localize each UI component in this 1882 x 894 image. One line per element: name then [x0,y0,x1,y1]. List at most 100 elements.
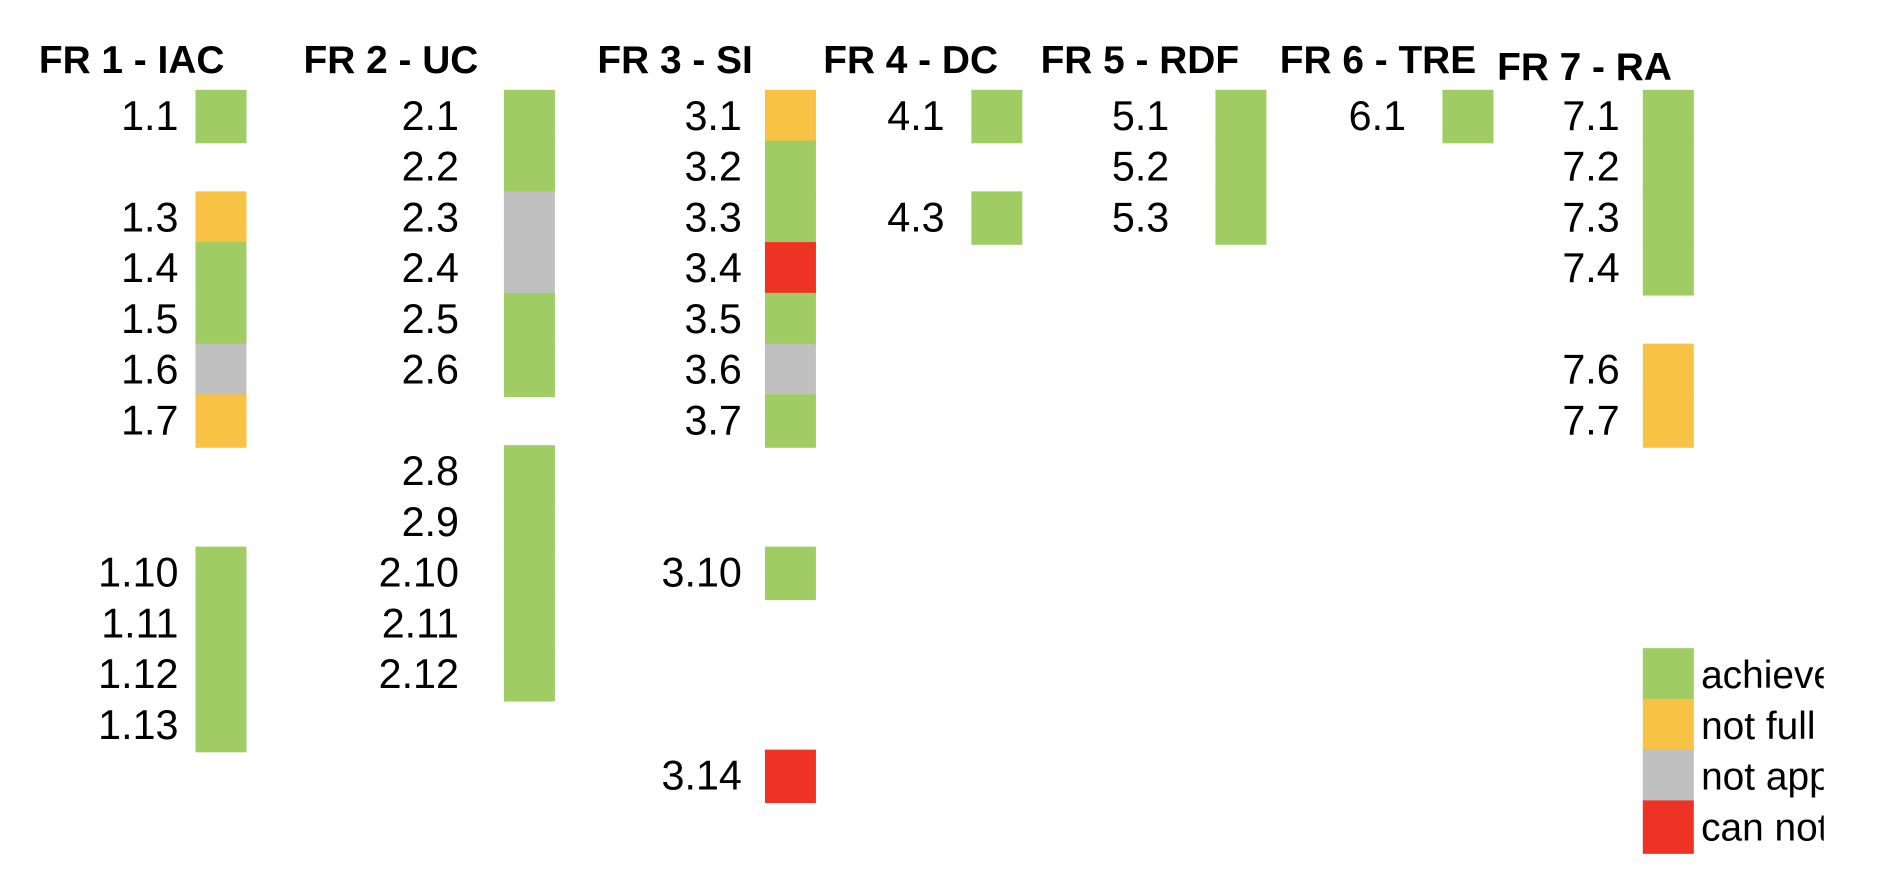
legend-label: not app [1701,756,1831,799]
legend-swatch [1642,698,1694,753]
requirement-label: 7.7 [1562,397,1619,443]
requirement-label: 7.3 [1562,194,1619,240]
requirement-label: 3.1 [684,93,741,139]
requirement-label: 2.4 [402,245,459,291]
requirement-label: 1.6 [121,347,178,393]
status-cell [195,394,247,448]
requirement-label: 2.8 [402,448,459,494]
requirement-label: 1.1 [121,93,178,139]
requirement-label: 1.12 [98,651,178,697]
requirement-label: 7.2 [1562,144,1619,190]
status-cell [195,242,247,296]
status-cell [503,445,555,499]
requirement-label: 5.3 [1112,194,1169,240]
group-header: FR 6 - TRE [1280,39,1476,82]
status-cell [971,89,1023,144]
status-cell [195,597,247,651]
status-cell [1215,191,1267,245]
status-cell [503,546,555,601]
legend-swatch [1642,749,1694,804]
status-cell [1642,343,1694,398]
status-cell [764,191,816,245]
status-cell [503,495,555,550]
status-cell [764,89,816,144]
requirement-label: 1.4 [121,245,178,291]
status-cell [764,749,816,804]
chart-body: FR 1 - IAC 1.1 1.3 1.4 1.5 1.61.7 1.101.11 1.12… [39,39,1835,854]
status-cell [1642,140,1694,195]
status-cell [1215,140,1267,195]
requirement-label: 7.6 [1562,347,1619,393]
legend: achieve not full not app can not [1642,648,1835,854]
fr-group-2: FR 2 - UC2.12.22.32.42.52.62.82.92.102.1… [304,39,555,702]
status-cell [764,242,816,296]
requirement-label: 3.4 [684,245,741,291]
group-header: FR 1 - IAC [39,39,225,82]
status-cell [1215,89,1267,144]
requirement-label: 2.10 [379,550,459,596]
requirement-label: 5.1 [1112,93,1169,139]
requirement-label: 7.1 [1562,93,1619,139]
requirement-label: 3.10 [662,550,742,596]
status-cell [503,191,555,245]
legend-swatch [1642,648,1694,702]
requirement-label: 3.5 [684,296,741,342]
requirement-label: 2.2 [402,144,459,190]
group-header: FR 2 - UC [304,39,479,82]
status-cell [1642,242,1694,296]
legend-label: can not [1701,806,1829,849]
group-header: FR 3 - SI [597,39,752,82]
status-cell [195,698,247,753]
requirement-label: 3.2 [684,144,741,190]
legend-label: not full [1701,705,1815,748]
requirement-label: 1.13 [98,702,178,748]
requirement-label: 2.1 [402,93,459,139]
status-cell [764,292,816,347]
requirement-label: 3.3 [684,194,741,240]
status-cell [195,89,247,144]
status-cell [1642,89,1694,144]
status-cell [195,191,247,245]
status-cell [195,648,247,702]
requirement-label: 3.7 [684,397,741,443]
status-cell [764,140,816,195]
status-cell [764,394,816,448]
status-cell [195,546,247,601]
requirement-label: 5.2 [1112,144,1169,190]
requirement-label: 1.5 [121,296,178,342]
status-cell [503,292,555,347]
fr-group-7: FR 7 - RA7.1 7.27.3 7.4 7.67.7 [1497,46,1694,448]
fr-group-1: FR 1 - IAC 1.1 1.3 1.4 1.5 1.61.7 1.101.11 1.12… [39,39,247,753]
fr-group-6: FR 6 - TRE 6.1 [1280,39,1494,144]
fr-group-3: FR 3 - SI 3.1 3.23.3 3.4 3.5 3.63.7 3.10 3.14 [597,39,816,804]
group-header: FR 4 - DC [823,39,998,82]
requirement-label: 3.6 [684,347,741,393]
status-cell [503,242,555,296]
legend-swatch [1642,800,1694,854]
status-cell [195,343,247,398]
status-cell [195,292,247,347]
requirement-label: 2.3 [402,194,459,240]
requirement-label: 7.4 [1562,245,1619,291]
requirement-label: 6.1 [1349,93,1406,139]
requirement-label: 2.6 [402,347,459,393]
group-header: FR 7 - RA [1497,46,1672,89]
requirement-label: 1.7 [121,397,178,443]
fr-group-4: FR 4 - DC 4.1 4.3 [823,39,1023,245]
fr-group-5: FR 5 - RDF 5.1 5.25.3 [1041,39,1267,245]
requirement-label: 2.12 [379,651,459,697]
requirement-label: 4.3 [887,194,944,240]
status-cell [503,343,555,398]
legend-label: achieve [1701,654,1835,697]
status-cell [764,546,816,601]
status-cell [971,191,1023,245]
status-cell [503,597,555,651]
status-cell [503,648,555,702]
requirement-label: 2.5 [402,296,459,342]
requirement-label: 2.9 [402,499,459,545]
requirement-label: 2.11 [382,600,459,646]
requirement-label: 1.10 [98,550,178,596]
requirement-label: 3.14 [662,753,742,799]
